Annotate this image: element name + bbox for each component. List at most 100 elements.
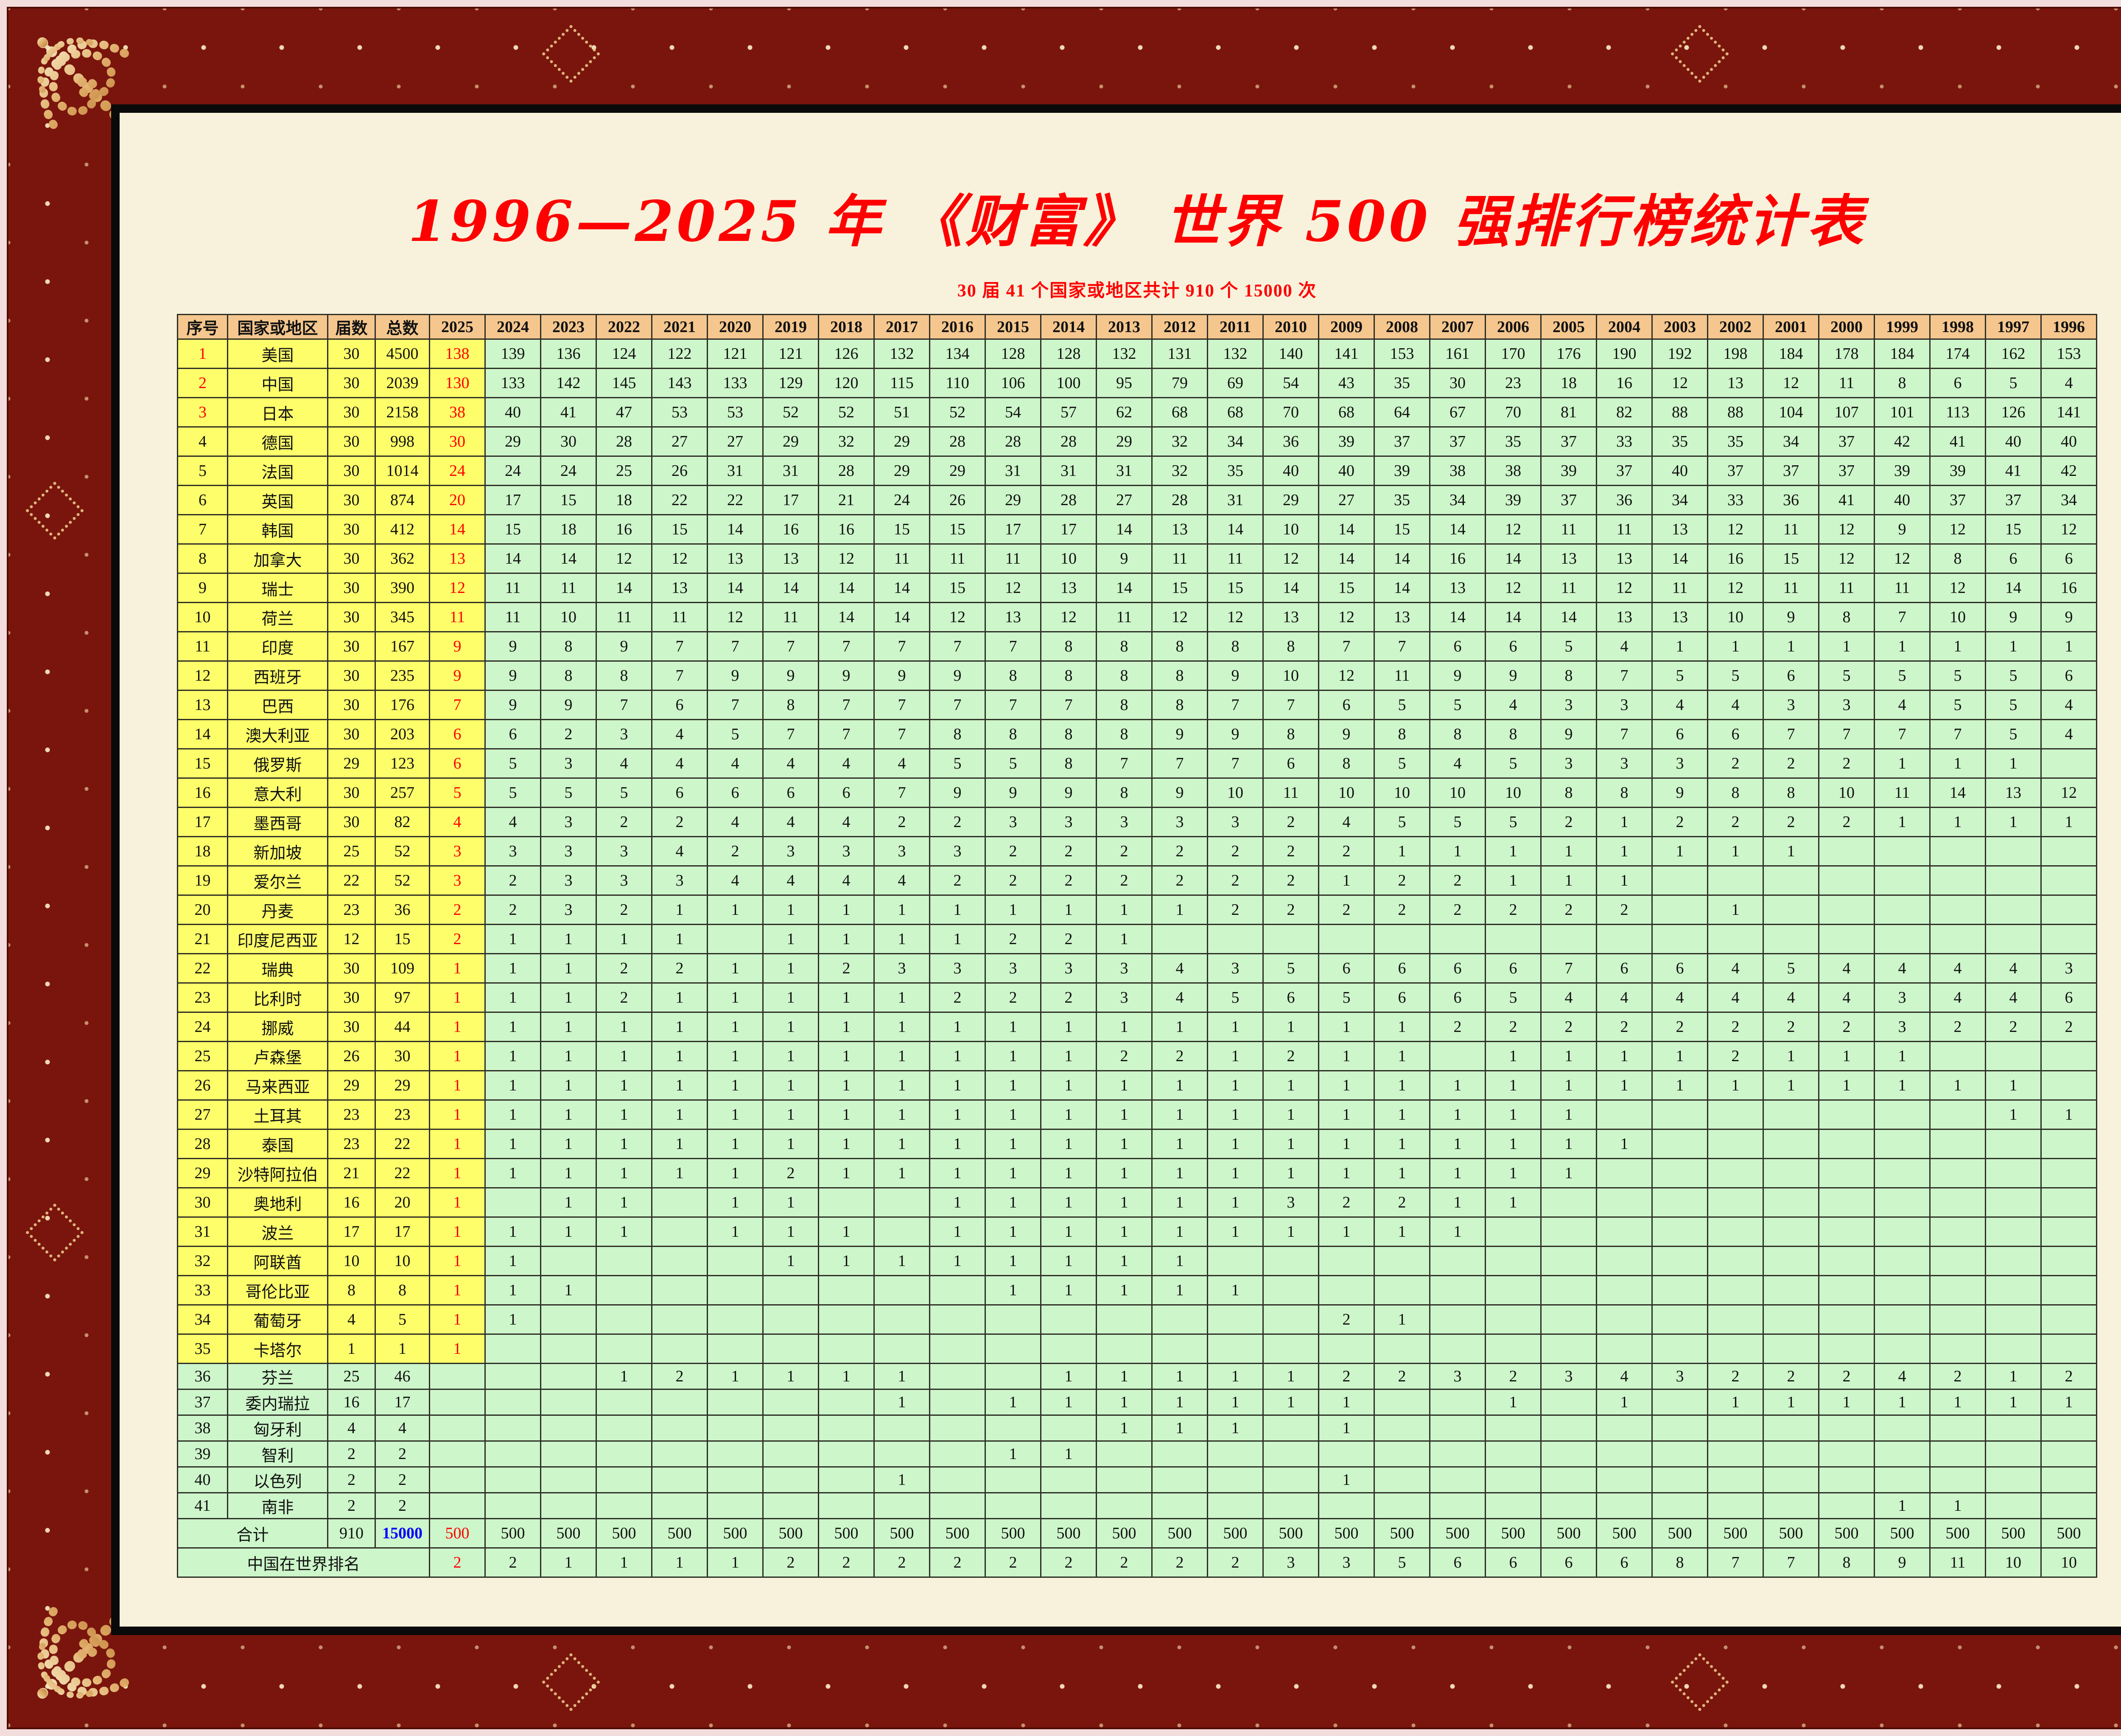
total-grand: 15000: [375, 1518, 430, 1549]
sessions-count: 30: [327, 397, 376, 428]
year-value: 3: [1262, 1187, 1319, 1218]
year-value: 8: [1818, 602, 1875, 632]
year-value: [1540, 924, 1597, 954]
year-value: 120: [818, 368, 875, 398]
year-value: 7: [1374, 631, 1430, 662]
sessions-count: 30: [327, 982, 376, 1013]
year-value: [1485, 924, 1542, 954]
year-header: 2009: [1318, 314, 1375, 340]
year-value: [1040, 1492, 1097, 1519]
year-value: [1818, 1440, 1875, 1468]
year-value: 32: [818, 426, 875, 457]
year-value: 1: [1763, 1041, 1819, 1071]
year-value: 9: [1207, 660, 1264, 691]
year-value: 6: [1262, 982, 1319, 1013]
year-value: 2: [929, 865, 986, 896]
sessions-count: 23: [327, 1129, 376, 1159]
year-header: 1999: [1874, 314, 1931, 340]
table-row: 22 瑞典 30 109 1 1 1 2 2 1 1 2 3 3 3 3 3 4 3 5 6 6 6 6 7 6 6 4 5 4 4 4 4 3: [177, 953, 2097, 984]
total-count: 46: [375, 1363, 430, 1390]
year-value: [651, 1216, 708, 1247]
table-row: 7 韩国 30 412 14 15 18 16 15 14 16 16 15 15 17 17 14 13 14 10…: [177, 514, 2097, 545]
year-value: 41: [1929, 426, 1986, 457]
year-value: [1374, 1440, 1430, 1468]
table-row: 21 印度尼西亚 12 15 2 1 1 1 1 1 1 1 1 2 2 1: [177, 924, 2097, 954]
year-value: 130: [429, 368, 486, 398]
year-value: 1: [540, 1129, 597, 1159]
year-value: [1874, 1187, 1931, 1218]
year-value: 9: [2040, 602, 2097, 632]
year-value: [429, 1492, 486, 1519]
sessions-count: 22: [327, 865, 376, 896]
year-value: 2: [1096, 1041, 1153, 1071]
year-value: 1: [1040, 1012, 1097, 1042]
year-value: [1929, 865, 1986, 896]
year-value: 13: [651, 573, 708, 603]
year-value: 1: [1040, 1275, 1097, 1305]
year-value: 4: [762, 865, 819, 896]
year-value: 16: [1707, 543, 1764, 574]
year-total: 500: [1040, 1518, 1097, 1549]
year-value: 2: [2040, 1363, 2097, 1390]
year-value: 1: [1318, 1099, 1375, 1130]
year-value: 1: [1207, 1158, 1264, 1188]
year-value: 4: [1318, 807, 1375, 837]
year-value: 4: [596, 748, 652, 779]
year-value: 1: [929, 1129, 986, 1159]
year-value: [1207, 1466, 1264, 1493]
total-count: 20: [375, 1187, 430, 1218]
year-value: 1: [596, 1099, 652, 1130]
year-value: 1: [1207, 1216, 1264, 1247]
year-value: 12: [651, 543, 708, 574]
year-value: 95: [1096, 368, 1153, 398]
year-value: 1: [651, 924, 708, 954]
year-value: 2: [985, 924, 1041, 954]
year-value: 1: [762, 1216, 819, 1247]
year-value: 4: [2040, 719, 2097, 749]
year-value: [1374, 1333, 1430, 1364]
year-value: [596, 1440, 652, 1468]
year-value: [929, 1275, 986, 1305]
year-value: 2: [985, 865, 1041, 896]
year-value: [1707, 1333, 1764, 1364]
year-value: 1: [1763, 1070, 1819, 1101]
year-value: 1: [929, 1158, 986, 1188]
row-index: 30: [177, 1187, 228, 1218]
year-value: 17: [985, 514, 1041, 545]
year-value: 14: [429, 514, 486, 545]
year-value: 138: [429, 338, 486, 369]
year-value: [1374, 1492, 1430, 1519]
year-value: 54: [1262, 368, 1319, 398]
year-value: 1: [1262, 1389, 1319, 1416]
year-value: 7: [873, 719, 930, 749]
year-value: 2: [1040, 924, 1097, 954]
year-value: 1: [985, 1216, 1041, 1247]
year-value: 47: [596, 397, 652, 428]
year-value: [762, 1466, 819, 1493]
year-value: 16: [762, 514, 819, 545]
year-value: 7: [1874, 719, 1931, 749]
year-value: 67: [1429, 397, 1486, 428]
year-value: [1929, 1187, 1986, 1218]
year-value: 15: [1763, 543, 1819, 574]
year-total: 500: [1707, 1518, 1764, 1549]
year-value: 5: [596, 777, 652, 808]
year-value: 10: [1040, 543, 1097, 574]
year-value: 10: [1707, 602, 1764, 632]
year-total: 500: [985, 1518, 1041, 1549]
year-value: 1: [651, 1129, 708, 1159]
year-value: 11: [484, 602, 541, 632]
year-value: 57: [1040, 397, 1097, 428]
year-value: [1540, 1304, 1597, 1335]
year-value: 1: [1096, 1012, 1153, 1042]
china-rank-value: 8: [1818, 1547, 1875, 1578]
table-row: 23 比利时 30 97 1 1 1 2 1 1 1 1 1 2 2 2 3 4 5 6 5 6 6 5 4 4 4 4 4 4 3 4 4 6: [177, 982, 2097, 1013]
year-total: 500: [1985, 1518, 2042, 1549]
year-value: 14: [762, 573, 819, 603]
year-value: 5: [540, 777, 597, 808]
year-value: 2: [1763, 748, 1819, 779]
table-row: 18 新加坡 25 52 3 3 3 3 4 2 3 3 3 3 2 2 2 2 2 2 2 1 1 1 1 1 1 1 1: [177, 836, 2097, 867]
year-value: 4: [1985, 953, 2042, 984]
year-value: 14: [1651, 543, 1708, 574]
year-value: 1: [818, 1246, 875, 1276]
